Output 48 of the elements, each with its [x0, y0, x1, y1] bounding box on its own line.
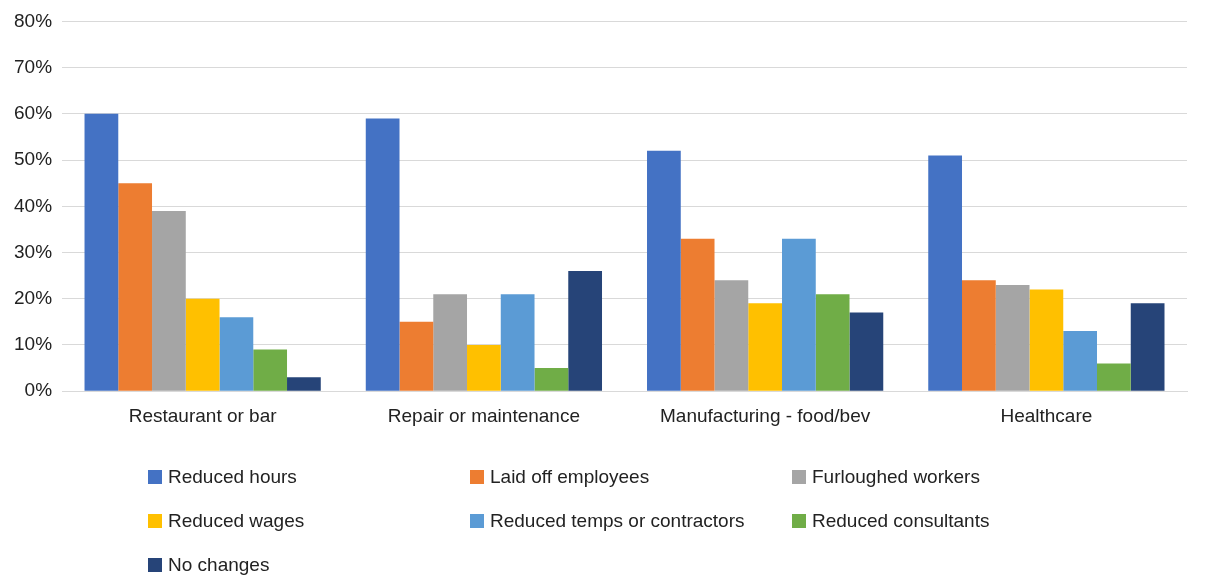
y-tick-label: 20% [14, 286, 53, 308]
bar [185, 298, 220, 391]
legend-label: No changes [168, 554, 270, 576]
y-tick-label: 30% [14, 240, 53, 262]
bar [399, 321, 434, 391]
bar [928, 155, 963, 391]
bar [1097, 363, 1131, 391]
bar [1029, 289, 1064, 391]
bar [118, 183, 153, 391]
y-tick-label: 40% [14, 194, 53, 216]
legend-label: Reduced temps or contractors [490, 510, 745, 532]
legend-label: Reduced consultants [812, 510, 990, 532]
bar [995, 284, 1030, 391]
legend-label: Laid off employees [490, 466, 650, 488]
bar [365, 118, 400, 391]
bar [748, 303, 783, 391]
bar [287, 377, 321, 391]
bar [647, 150, 681, 391]
bar [534, 368, 569, 391]
x-tick-label: Repair or maintenance [387, 404, 580, 426]
legend-label: Reduced hours [168, 466, 297, 488]
bar [962, 280, 996, 391]
y-tick-label: 10% [14, 333, 53, 355]
bar [714, 280, 749, 391]
legend-label: Reduced wages [168, 510, 305, 532]
bar [84, 113, 119, 391]
bar [253, 349, 288, 391]
bar [1063, 331, 1097, 391]
y-tick-label: 0% [24, 379, 53, 401]
y-tick-label: 70% [14, 55, 53, 77]
bar [815, 294, 850, 391]
bar [152, 210, 186, 391]
bar [433, 294, 468, 391]
bar [782, 238, 816, 391]
bar [680, 238, 715, 391]
bar [219, 317, 254, 391]
x-tick-label: Manufacturing - food/bev [660, 404, 871, 426]
y-tick-label: 80% [14, 9, 53, 31]
x-tick-label: Healthcare [1000, 404, 1093, 426]
legend-label: Furloughed workers [812, 466, 980, 488]
bar [849, 312, 884, 391]
bar [1130, 303, 1165, 391]
bar [568, 271, 603, 391]
bar [467, 344, 501, 391]
y-tick-label: 50% [14, 148, 53, 170]
y-tick-label: 60% [14, 102, 53, 124]
bar [500, 294, 535, 391]
x-tick-label: Restaurant or bar [128, 404, 278, 426]
